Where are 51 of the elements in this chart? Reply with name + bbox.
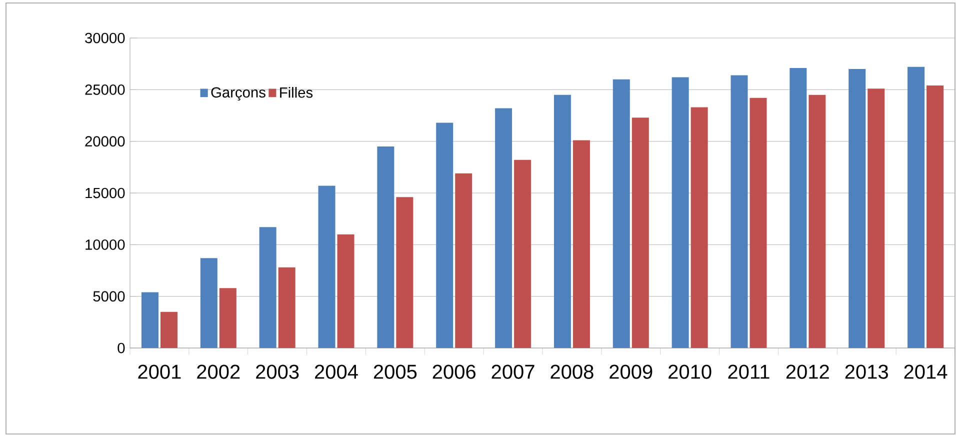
y-tick-label: 5000 [93,291,125,302]
bar [632,118,649,348]
bar [514,160,532,348]
y-tick-label: 30000 [85,32,125,44]
bar [848,69,866,348]
y-tick-label: 10000 [86,239,125,250]
bar [377,146,394,348]
x-tick-label: 2002 [197,364,240,379]
bar [808,94,826,348]
bar [730,75,748,348]
bar [219,288,236,348]
legend-label: Filles [280,87,313,98]
x-tick-label: 2004 [315,364,358,379]
bar [612,79,630,348]
x-tick-label: 2014 [904,364,948,379]
bar [672,77,689,348]
bar [318,186,336,348]
x-tick-label: 2008 [550,364,594,379]
y-tick-label: 0 [118,342,125,354]
bar [337,234,354,348]
x-tick-label: 2012 [786,364,829,379]
y-tick-label: 15000 [86,188,125,198]
bar [690,107,708,348]
bar [750,98,767,348]
bar [141,292,158,348]
bar [396,197,414,348]
y-tick-label: 20000 [85,136,125,147]
bar [259,227,276,348]
x-tick-label: 2003 [256,364,299,379]
bar [908,66,925,348]
bar [160,312,178,348]
bar [436,122,454,348]
bar [554,94,571,348]
x-tick-label: 2006 [432,364,476,379]
bar [926,86,944,348]
bar [868,88,885,348]
x-tick-label: 2013 [845,364,888,379]
x-tick-label: 2010 [668,364,712,379]
x-tick-label: 2001 [138,364,181,379]
x-tick-label: 2007 [492,364,534,379]
x-tick-label: 2011 [728,364,770,379]
bar [495,108,512,348]
bar [278,267,296,348]
y-tick-label: 25000 [85,84,125,95]
bar [790,68,807,348]
legend-label: Garçons [211,87,266,101]
x-tick-label: 2009 [610,364,652,379]
bar [455,173,472,348]
bar [572,140,590,348]
x-tick-label: 2005 [374,364,417,379]
bar [200,258,218,348]
